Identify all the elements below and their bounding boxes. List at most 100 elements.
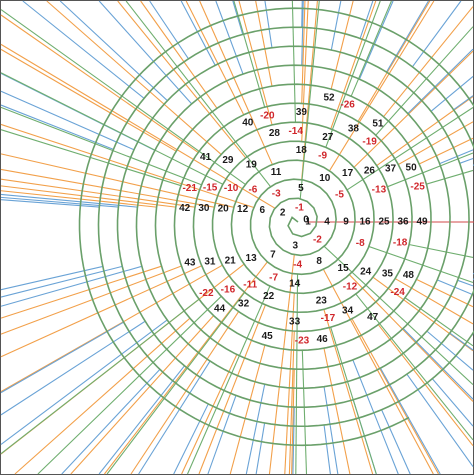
spiral-curve (78, 7, 474, 447)
number-label: 50 (406, 163, 418, 174)
ray-line (98, 0, 193, 105)
number-label: 51 (372, 118, 384, 129)
negative-ray-line (187, 285, 271, 475)
ray-line (453, 95, 474, 111)
negative-number-label: -17 (321, 313, 336, 324)
number-label: 48 (403, 270, 415, 281)
ray-line (352, 359, 399, 475)
ray-line (138, 360, 211, 475)
negative-number-label: -4 (293, 260, 302, 271)
ray-line (359, 0, 374, 39)
number-label: 20 (218, 203, 230, 214)
ray-line (0, 265, 182, 335)
ray-line (449, 332, 474, 351)
number-label: 30 (198, 203, 210, 214)
ray-line (301, 0, 309, 142)
ray-line (301, 0, 306, 104)
ray-line (0, 178, 196, 208)
ray-line (323, 424, 331, 475)
negative-number-label: -6 (248, 184, 257, 195)
ray-line (199, 0, 273, 165)
ray-line (0, 193, 138, 208)
ray-line (301, 0, 303, 28)
ray-line (0, 321, 124, 394)
number-label: 52 (323, 92, 335, 103)
ray-line (398, 121, 474, 166)
number-label: 44 (214, 304, 226, 315)
ray-line (426, 330, 474, 371)
ray-line (0, 43, 276, 209)
ray-line (229, 344, 266, 475)
ray-line (0, 265, 103, 291)
ray-line (291, 369, 295, 475)
ray-line (288, 331, 295, 475)
number-label: 22 (263, 291, 275, 302)
number-label: 16 (359, 217, 371, 228)
negative-ray-line (346, 107, 474, 191)
number-label: 0 (303, 215, 309, 226)
number-label: 36 (397, 217, 409, 228)
ray-line (0, 168, 215, 208)
negative-ray-line (426, 169, 474, 185)
number-label: 29 (222, 155, 234, 166)
number-label: 24 (360, 267, 372, 278)
number-label: 27 (322, 132, 334, 143)
ray-line (439, 149, 474, 165)
ray-line (0, 90, 135, 151)
number-label: 3 (293, 240, 299, 251)
number-label: 34 (342, 306, 354, 317)
negative-number-label: -16 (221, 285, 236, 296)
negative-number-label: -26 (340, 99, 355, 110)
negative-ray-line (299, 0, 320, 199)
number-label: 19 (246, 159, 258, 170)
negative-number-label: -8 (356, 238, 365, 249)
ray-line (386, 0, 429, 73)
negative-ray-line (325, 0, 381, 148)
number-label: 45 (262, 331, 274, 342)
ray-line (130, 311, 240, 475)
ray-line (372, 276, 474, 352)
ray-line (323, 309, 374, 475)
number-label: 25 (378, 217, 390, 228)
negative-number-label: -7 (269, 272, 278, 283)
ray-line (61, 368, 161, 475)
ray-line (0, 199, 100, 208)
ray-line (232, 0, 244, 35)
ray-line (0, 104, 114, 150)
ray-line (418, 137, 474, 165)
negative-number-label: -13 (372, 185, 387, 196)
ray-line (140, 0, 218, 109)
number-label: 8 (316, 256, 322, 267)
negative-number-label: -10 (224, 183, 239, 194)
ray-line (264, 0, 273, 48)
number-label: 1 (305, 217, 311, 228)
ray-line (394, 278, 474, 325)
ray-line (245, 384, 266, 475)
ray-line (0, 185, 176, 208)
negative-number-label: -23 (295, 336, 310, 347)
number-label: 38 (348, 124, 360, 135)
negative-ray-line (350, 0, 392, 97)
ray-line (0, 265, 123, 298)
ray-line (0, 265, 202, 358)
ray-line (292, 407, 295, 475)
negative-ray-line (0, 298, 200, 455)
ray-line (0, 265, 162, 319)
ray-line (459, 158, 474, 164)
number-label: 47 (367, 312, 379, 323)
number-label: 49 (416, 217, 428, 228)
ray-line (430, 75, 474, 112)
negative-number-label: -18 (393, 237, 408, 248)
ray-line (0, 48, 177, 152)
negative-number-label: -22 (199, 288, 214, 299)
ray-line (328, 0, 435, 172)
number-label: 12 (237, 204, 249, 215)
ray-line (149, 0, 189, 60)
number-label: 10 (319, 173, 331, 184)
negative-number-label: -5 (335, 190, 344, 201)
ray-line (358, 0, 394, 80)
ray-line (381, 409, 411, 475)
number-label: 46 (317, 334, 329, 345)
